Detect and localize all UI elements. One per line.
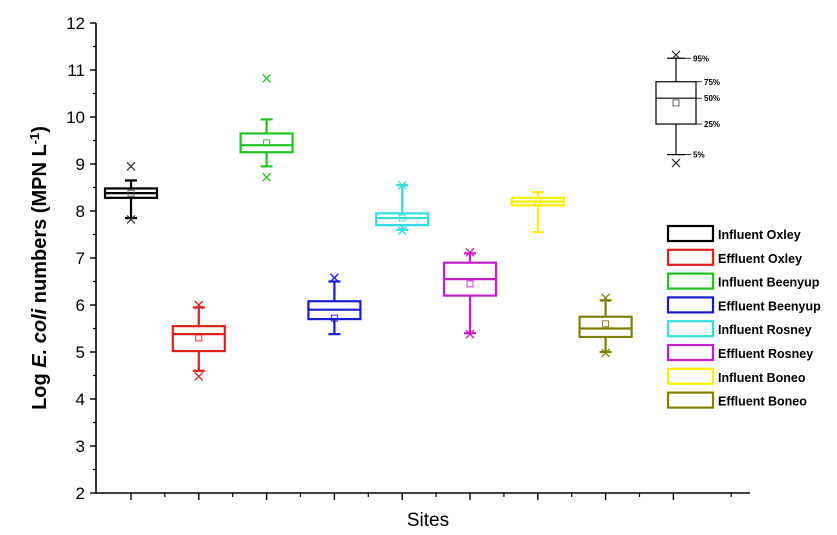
legend-label: Influent Beenyup <box>718 276 820 290</box>
outlier-marker <box>262 74 272 83</box>
outlier-marker <box>671 158 681 168</box>
x-axis-title: Sites <box>407 510 449 531</box>
y-tick-label: 12 <box>66 14 85 33</box>
box-effluent-beenyup <box>307 273 362 336</box>
outlier-marker <box>262 172 272 182</box>
outlier-marker <box>601 348 611 358</box>
legend-label: Effluent Boneo <box>718 395 807 409</box>
legend: Influent Oxley Effluent Oxley Influent Bee… <box>666 224 821 409</box>
legend-swatch <box>666 248 715 266</box>
box-iqr <box>171 325 226 353</box>
outlier-marker <box>194 371 204 381</box>
box-influent-boneo <box>510 191 565 234</box>
mean-marker <box>263 139 271 147</box>
legend-label: Influent Oxley <box>718 228 801 242</box>
outlier-marker <box>126 161 136 171</box>
outlier-marker <box>126 215 136 224</box>
box-influent-oxley <box>103 161 159 224</box>
legend-label: Influent Rosney <box>718 323 812 337</box>
y-tick-label: 9 <box>76 155 85 174</box>
box-iqr <box>655 81 697 125</box>
mean-marker <box>534 198 542 206</box>
outlier-marker <box>601 293 611 303</box>
y-axis-title: Log E. coli numbers (MPN L-1) <box>27 126 52 410</box>
outlier-marker <box>194 300 204 310</box>
y-tick-label: 2 <box>76 484 85 503</box>
legend-swatch <box>666 296 715 314</box>
mean-marker <box>195 334 203 342</box>
y-axis-ticks: 2 3 4 5 6 7 8 9 10 11 12 <box>66 14 96 503</box>
mean-marker <box>466 280 474 288</box>
outlier-marker <box>397 180 407 190</box>
axes <box>95 23 750 494</box>
legend-label: Effluent Rosney <box>718 347 813 361</box>
mean-marker <box>398 214 406 222</box>
outlier-marker <box>465 329 475 339</box>
key-percentile-label: 50% <box>704 94 720 103</box>
y-tick-label: 10 <box>66 108 85 127</box>
box-influent-beenyup <box>239 74 294 182</box>
outlier-marker <box>397 226 407 236</box>
mean-marker <box>127 189 135 197</box>
legend-swatch <box>666 343 715 362</box>
y-tick-label: 11 <box>67 61 85 80</box>
box-influent-rosney <box>375 180 430 236</box>
mean-marker <box>602 320 610 328</box>
key-percentile-label: 25% <box>704 120 720 129</box>
outlier-marker <box>465 247 475 257</box>
mean-marker <box>330 314 338 322</box>
y-tick-label: 5 <box>76 343 85 362</box>
key-percentile-label: 5% <box>693 151 705 160</box>
key-percentile-label: 95% <box>693 54 709 63</box>
legend-label: Effluent Beenyup <box>718 299 821 313</box>
y-tick-label: 8 <box>76 202 85 221</box>
legend-swatch <box>666 391 715 409</box>
legend-swatch <box>666 320 715 338</box>
box-iqr <box>578 315 633 339</box>
box-series <box>103 74 633 381</box>
box-effluent-rosney <box>442 247 498 339</box>
box-iqr <box>375 212 430 227</box>
y-tick-label: 4 <box>76 390 85 409</box>
outlier-marker <box>671 50 681 60</box>
legend-label: Effluent Oxley <box>718 252 802 266</box>
percentile-key-box: 95% 75% 50% 25% 5% <box>655 50 720 168</box>
y-tick-label: 3 <box>76 437 85 456</box>
mean-marker <box>672 99 680 107</box>
legend-swatch <box>666 224 715 243</box>
legend-swatch <box>666 272 715 290</box>
legend-label: Influent Boneo <box>718 371 806 385</box>
key-box-plot <box>655 50 697 168</box>
box-iqr <box>239 132 294 154</box>
key-percentile-label: 75% <box>704 78 720 87</box>
y-tick-label: 6 <box>76 296 85 315</box>
box-effluent-boneo <box>578 293 633 358</box>
outlier-marker <box>329 273 339 283</box>
y-tick-label: 7 <box>76 249 85 268</box>
x-axis-ticks <box>130 493 732 500</box>
legend-swatch <box>666 367 715 385</box>
box-effluent-oxley <box>171 300 226 381</box>
